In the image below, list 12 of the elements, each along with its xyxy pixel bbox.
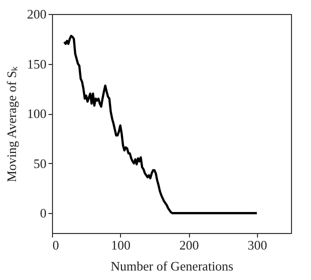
x-tick-label: 200 — [179, 238, 199, 252]
y-tick-label: 0 — [40, 206, 46, 221]
x-tick-label: 0 — [52, 238, 59, 252]
x-tick-label: 100 — [111, 238, 131, 252]
y-tick-label: 50 — [34, 156, 46, 171]
y-tick-label: 100 — [27, 106, 46, 122]
y-axis-title: Moving Average of Sₖ — [4, 66, 19, 182]
line-series — [63, 34, 258, 214]
y-tick-label: 150 — [27, 56, 46, 72]
x-axis-title: Number of Generations — [110, 258, 234, 274]
x-tick-label: 300 — [248, 238, 268, 252]
y-tick-label: 200 — [27, 6, 46, 22]
